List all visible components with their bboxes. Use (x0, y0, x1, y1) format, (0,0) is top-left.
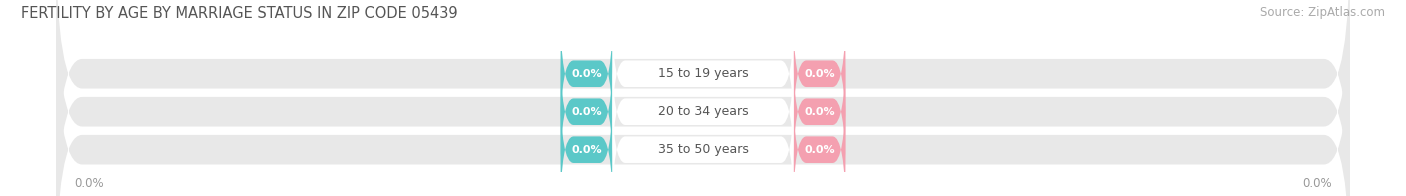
FancyBboxPatch shape (613, 11, 793, 136)
Text: 0.0%: 0.0% (804, 107, 835, 117)
FancyBboxPatch shape (793, 49, 845, 174)
FancyBboxPatch shape (56, 0, 1350, 196)
Text: 20 to 34 years: 20 to 34 years (658, 105, 748, 118)
Text: 35 to 50 years: 35 to 50 years (658, 143, 748, 156)
FancyBboxPatch shape (56, 13, 1350, 196)
Text: 15 to 19 years: 15 to 19 years (658, 67, 748, 80)
FancyBboxPatch shape (793, 11, 845, 136)
Text: 0.0%: 0.0% (571, 107, 602, 117)
FancyBboxPatch shape (613, 87, 793, 196)
Text: 0.0%: 0.0% (571, 145, 602, 155)
Text: Source: ZipAtlas.com: Source: ZipAtlas.com (1260, 6, 1385, 19)
FancyBboxPatch shape (561, 49, 613, 174)
FancyBboxPatch shape (613, 49, 793, 174)
FancyBboxPatch shape (561, 11, 613, 136)
Text: 0.0%: 0.0% (804, 145, 835, 155)
FancyBboxPatch shape (56, 0, 1350, 196)
FancyBboxPatch shape (793, 87, 845, 196)
FancyBboxPatch shape (561, 87, 613, 196)
Text: 0.0%: 0.0% (571, 69, 602, 79)
Text: FERTILITY BY AGE BY MARRIAGE STATUS IN ZIP CODE 05439: FERTILITY BY AGE BY MARRIAGE STATUS IN Z… (21, 6, 458, 21)
Text: 0.0%: 0.0% (804, 69, 835, 79)
